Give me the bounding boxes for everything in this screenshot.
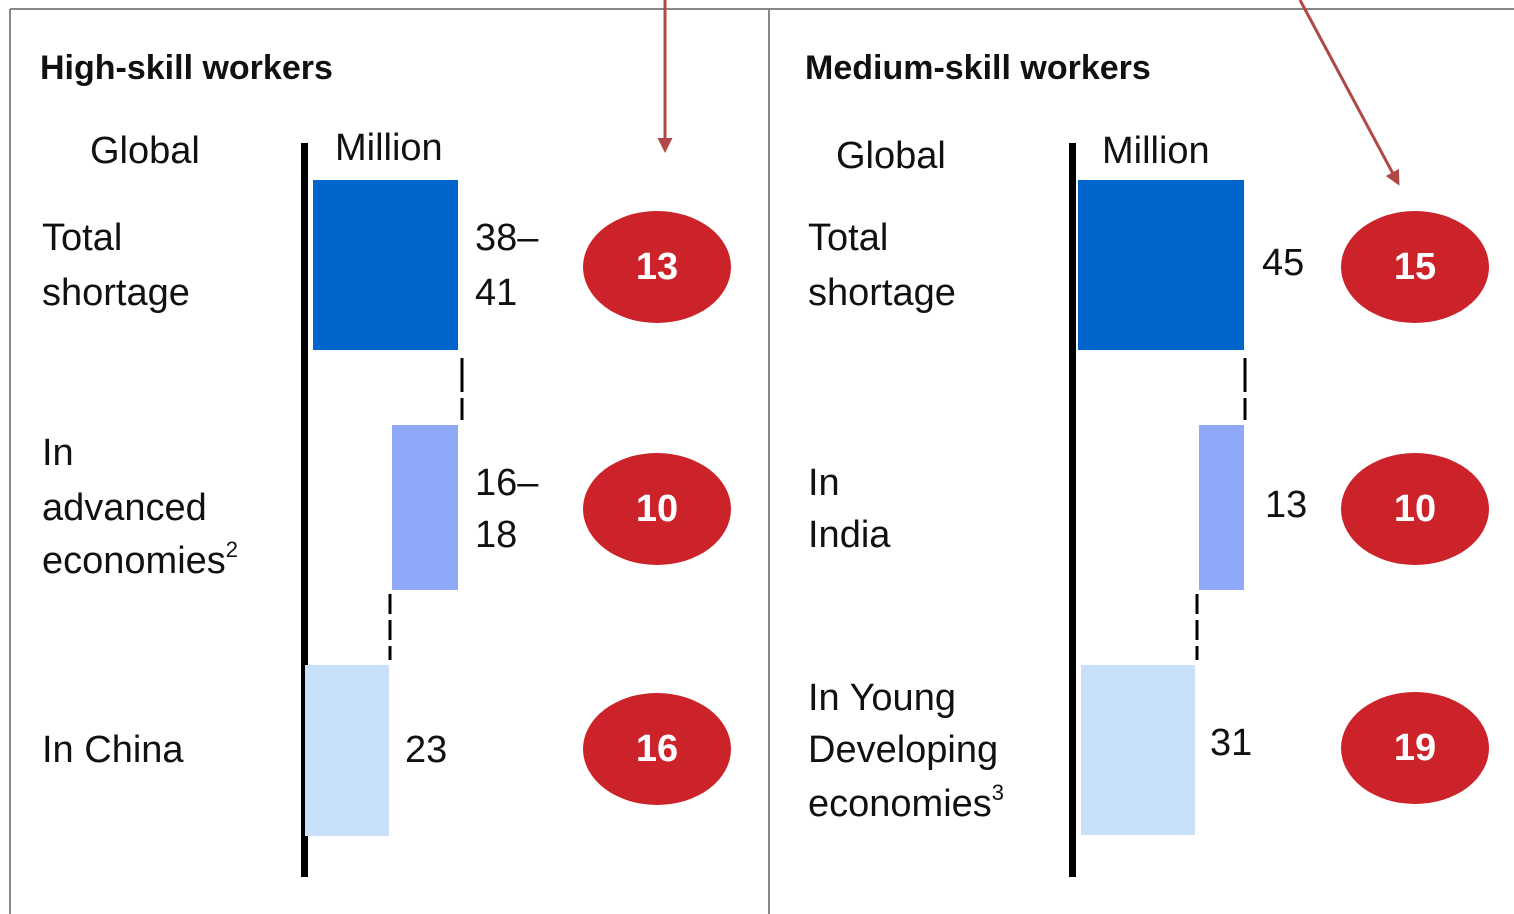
badge-value: 19: [1394, 727, 1436, 769]
badge: [583, 211, 731, 323]
badge: [1341, 453, 1489, 565]
row-label: economies2: [42, 537, 238, 582]
badge-value: 15: [1394, 246, 1436, 288]
bar: [313, 180, 458, 350]
bar: [1081, 665, 1195, 835]
value: 45: [1262, 242, 1304, 284]
row-label: In: [42, 432, 74, 474]
value: 18: [475, 514, 517, 556]
frame: [9, 8, 1514, 914]
bar: [1078, 180, 1244, 350]
row-label: Total: [808, 217, 888, 259]
row-label: advanced: [42, 487, 207, 529]
row-label-line: economies: [42, 540, 226, 582]
bar: [1199, 425, 1244, 590]
row-label: Developing: [808, 729, 998, 771]
row-label: shortage: [42, 272, 190, 314]
panel-title: Medium-skill workers: [805, 49, 1151, 87]
row-label: economies3: [808, 780, 1004, 825]
badge-value: 13: [636, 246, 678, 288]
axis: [1069, 143, 1076, 877]
value: 13: [1265, 484, 1307, 526]
badge-value: 10: [636, 488, 678, 530]
panel: High-skill workers Global Million Total …: [40, 49, 731, 877]
value: 41: [475, 272, 517, 314]
panel: Medium-skill workers Global Million Tota…: [805, 49, 1489, 877]
footnote-mark: 3: [992, 780, 1004, 805]
row-label: India: [808, 514, 891, 556]
bar: [305, 665, 389, 836]
row-label: Total: [42, 217, 122, 259]
arrow: [1298, 0, 1400, 186]
row-label: In: [808, 462, 840, 504]
axis: [301, 143, 308, 877]
scope: Global: [90, 130, 200, 172]
panel-title: High-skill workers: [40, 49, 333, 87]
value: 31: [1210, 722, 1252, 764]
value: 23: [405, 729, 447, 771]
value: 16–: [475, 462, 539, 504]
badge-value: 10: [1394, 488, 1436, 530]
row-label: In Young: [808, 677, 956, 719]
unit: Million: [1102, 130, 1210, 172]
footnote-mark: 2: [226, 537, 238, 562]
row-label-line: economies: [808, 783, 992, 825]
row-label: shortage: [808, 272, 956, 314]
scope: Global: [836, 135, 946, 177]
badge: [1341, 692, 1489, 804]
unit: Million: [335, 127, 443, 169]
badge: [583, 453, 731, 565]
badge: [1341, 211, 1489, 323]
value: 38–: [475, 217, 539, 259]
badge: [583, 693, 731, 805]
bar: [392, 425, 458, 590]
row-label: In China: [42, 729, 184, 771]
badge-value: 16: [636, 728, 678, 770]
